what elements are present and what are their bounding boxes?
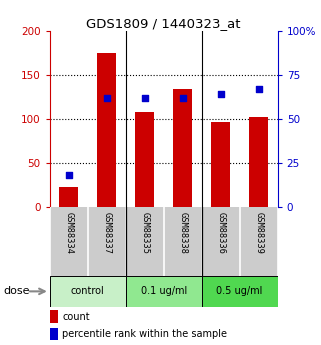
Text: GSM88338: GSM88338: [178, 212, 187, 254]
Bar: [211, 121, 230, 207]
Point: [66, 172, 71, 178]
Text: GSM88334: GSM88334: [64, 212, 73, 254]
Text: GSM88337: GSM88337: [102, 212, 111, 254]
Point: [180, 95, 185, 100]
Text: GSM88335: GSM88335: [140, 212, 149, 254]
Bar: [135, 112, 154, 207]
Bar: [50, 276, 126, 307]
Point: [256, 86, 261, 92]
Text: 0.5 ug/ml: 0.5 ug/ml: [216, 286, 263, 296]
Bar: [173, 89, 192, 207]
Text: count: count: [62, 312, 90, 322]
Text: 0.1 ug/ml: 0.1 ug/ml: [141, 286, 187, 296]
Bar: [59, 187, 78, 207]
Title: GDS1809 / 1440323_at: GDS1809 / 1440323_at: [86, 17, 241, 30]
Text: dose: dose: [3, 286, 30, 296]
Bar: [126, 276, 202, 307]
Bar: [50, 328, 58, 340]
Bar: [50, 310, 58, 323]
Bar: [202, 276, 278, 307]
Bar: [249, 117, 268, 207]
Text: GSM88336: GSM88336: [216, 212, 225, 254]
Point: [142, 95, 147, 100]
Text: percentile rank within the sample: percentile rank within the sample: [62, 329, 227, 339]
Text: control: control: [71, 286, 105, 296]
Bar: [97, 53, 116, 207]
Point: [218, 91, 223, 97]
Text: GSM88339: GSM88339: [254, 212, 263, 254]
Point: [104, 95, 109, 100]
